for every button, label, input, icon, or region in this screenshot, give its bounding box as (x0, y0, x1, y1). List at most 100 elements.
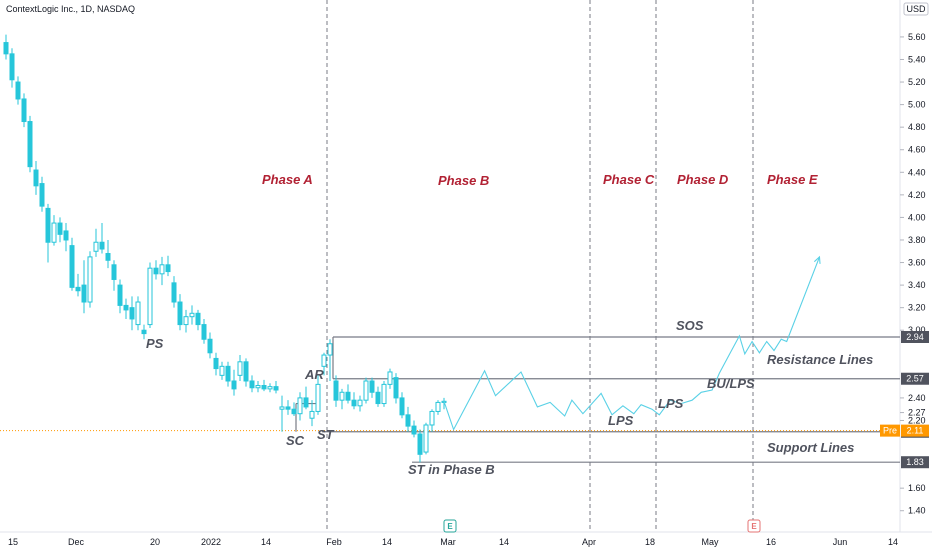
candle-down (207, 338, 213, 354)
phase-c-label: Phase C (603, 172, 655, 187)
level-tag-label: 1.83 (906, 457, 924, 467)
annotation-support-lines: Support Lines (767, 440, 854, 455)
y-tick-label: 5.40 (908, 54, 926, 64)
candle-down (351, 399, 357, 407)
candle-up (159, 264, 165, 275)
candle-down (285, 406, 291, 410)
candle-down (153, 267, 159, 275)
pre-market-tag-label: Pre (883, 426, 897, 436)
candle-up (51, 222, 57, 243)
candle-down (69, 245, 75, 288)
annotation-ps: PS (146, 336, 164, 351)
candle-down (213, 357, 219, 370)
candle-up (183, 316, 189, 326)
candle-down (243, 361, 249, 382)
projection-path (443, 255, 821, 431)
x-tick-label: 15 (8, 537, 18, 547)
y-tick-label: 4.40 (908, 167, 926, 177)
candle-down (177, 301, 183, 326)
pre-market-tag (880, 424, 900, 437)
annotation-st: ST (317, 427, 335, 442)
candle-up (339, 391, 345, 401)
x-tick-label: 14 (499, 537, 509, 547)
x-tick-label: 16 (766, 537, 776, 547)
candle-down (249, 380, 255, 389)
earnings-marker-1[interactable]: E (443, 519, 457, 533)
candle-up (387, 371, 393, 385)
annotation-sc: SC (286, 433, 305, 448)
candle-down (45, 207, 51, 243)
candlesticks (3, 34, 447, 463)
candle-down (369, 380, 375, 393)
y-tick-label: 4.60 (908, 145, 926, 155)
y-tick-label: 3.40 (908, 280, 926, 290)
currency-box[interactable] (903, 2, 929, 16)
candle-down (99, 241, 105, 250)
phase-d-label: Phase D (677, 172, 729, 187)
x-tick-label: Apr (582, 537, 596, 547)
candle-up (297, 397, 303, 415)
projection-arrowhead (813, 255, 821, 264)
y-tick-label: 4.80 (908, 122, 926, 132)
candle-down (303, 397, 309, 408)
annotation-lps-1: LPS (608, 413, 634, 428)
candle-down (201, 324, 207, 340)
candle-down (273, 386, 279, 391)
candle-down (75, 286, 81, 292)
candle-down (33, 169, 39, 187)
annotation-st-phase-b: ST in Phase B (408, 462, 495, 477)
candle-down (123, 304, 129, 311)
candle-down (15, 81, 21, 100)
candle-down (291, 408, 297, 415)
level-tag-label: 2.94 (906, 332, 924, 342)
y-tick-label: 1.40 (908, 506, 926, 516)
candle-down (261, 385, 267, 390)
earnings-marker-2[interactable]: E (747, 519, 761, 533)
annotation-lps-2: LPS (658, 396, 684, 411)
candle-down (57, 222, 63, 235)
candle-down (411, 425, 417, 435)
candle-down (225, 365, 231, 382)
candle-down (405, 414, 411, 427)
x-tick-label: Mar (440, 537, 456, 547)
y-tick-label: 3.20 (908, 303, 926, 313)
y-tick-label: 5.60 (908, 32, 926, 42)
chart-title: ContextLogic Inc., 1D, NASDAQ (6, 4, 135, 14)
candle-down (3, 42, 9, 55)
y-tick-label: 2.40 (908, 393, 926, 403)
candle-down (111, 264, 117, 280)
candle-down (417, 433, 423, 455)
x-tick-label: 14 (382, 537, 392, 547)
x-tick-label: 18 (645, 537, 655, 547)
candle-down (81, 284, 87, 303)
x-tick-label: Feb (326, 537, 342, 547)
candle-up (423, 424, 429, 453)
pre-market-value-tag (901, 424, 929, 437)
candle-down (393, 377, 399, 399)
annotation-resistance-lines: Resistance Lines (767, 352, 873, 367)
candle-up (267, 386, 273, 390)
y-tick-label: 2.27 (908, 408, 926, 418)
candle-down (21, 98, 27, 123)
y-tick-label: 4.00 (908, 212, 926, 222)
candle-down (195, 312, 201, 326)
phase-dividers (326, 0, 754, 532)
phase-a-label: Phase A (262, 172, 313, 187)
x-axis-ticks: 15 Dec 20 2022 14 Feb 14 Mar 14 Apr 18 May 16 Jun 14 (8, 537, 898, 547)
phase-b-label: Phase B (438, 173, 489, 188)
candle-up (363, 380, 369, 401)
annotation-bu-lps: BU/LPS (707, 376, 755, 391)
candle-up (429, 410, 435, 426)
x-tick-label: 2022 (201, 537, 221, 547)
candle-down (105, 253, 111, 261)
y-tick-label: 3.60 (908, 258, 926, 268)
level-tag (901, 330, 929, 343)
candle-down (399, 397, 405, 416)
projection-line (443, 256, 821, 431)
y-tick-label: 5.20 (908, 77, 926, 87)
candle-up (87, 256, 93, 303)
y-tick-label: 1.60 (908, 483, 926, 493)
